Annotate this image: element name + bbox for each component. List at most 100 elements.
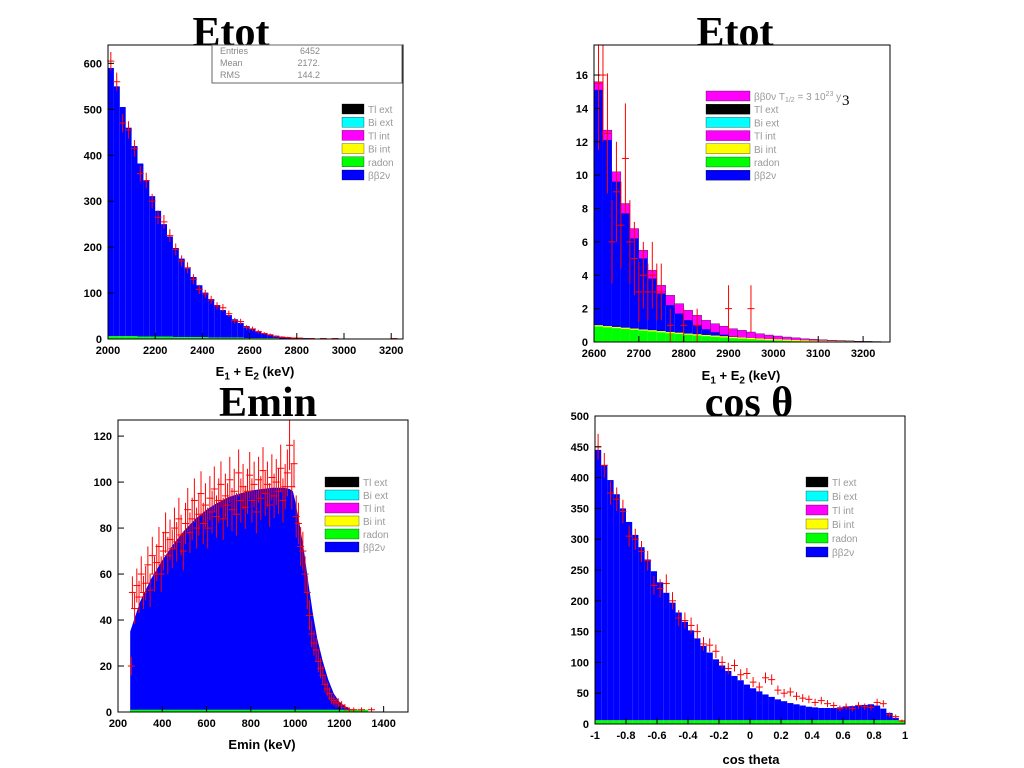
bb2nu-bar <box>710 332 720 336</box>
legend-label-bi_int: Bi int <box>363 517 385 528</box>
legend-label-tl_int: Tl int <box>363 504 385 515</box>
y-tick-label: 0 <box>96 334 102 346</box>
bb2nu-bar <box>793 704 800 721</box>
y-tick-label: 12 <box>576 137 588 149</box>
data-point <box>768 674 776 685</box>
radon-bar <box>688 720 695 724</box>
bb0nu-bar <box>701 320 711 330</box>
bb2nu-bar <box>805 706 812 721</box>
stats-value: 6452 <box>300 46 320 56</box>
data-point <box>341 704 349 711</box>
data-point <box>224 483 232 527</box>
x-tick-label: -1 <box>590 730 600 742</box>
radon-bar <box>743 720 750 724</box>
stats-value: 144.2 <box>297 70 320 80</box>
legend-swatch-tl_ext <box>705 104 751 115</box>
radon-bar <box>611 326 621 342</box>
data-point <box>594 45 602 151</box>
radon-bar <box>843 720 850 724</box>
radon-bar <box>725 720 732 724</box>
data-point <box>662 574 670 593</box>
bb2nu-bar <box>737 680 744 721</box>
data-point <box>824 700 831 708</box>
x-tick-label: 0.8 <box>866 730 881 742</box>
data-point <box>250 461 258 508</box>
data-point <box>358 707 366 712</box>
data-point <box>762 672 769 684</box>
radon-bar <box>208 337 215 339</box>
title-emin: Emin <box>218 380 318 426</box>
data-point <box>666 308 674 342</box>
radon-bar <box>656 331 666 342</box>
data-point <box>179 531 187 571</box>
legend-swatch-tl_int <box>805 504 829 516</box>
data-point <box>286 420 294 471</box>
x-tick-label: 600 <box>197 718 215 730</box>
bb2nu-bar <box>719 334 729 337</box>
data-point <box>700 637 707 651</box>
data-point <box>600 452 608 478</box>
bb2nu-bar <box>155 210 162 337</box>
radon-bar <box>768 720 775 724</box>
radon-bar <box>231 337 238 339</box>
data-point <box>231 317 239 324</box>
x-tick-label: 2600 <box>237 345 261 357</box>
radon-bar <box>836 720 843 724</box>
data-point <box>184 488 192 532</box>
radon-bar <box>137 336 144 339</box>
y-tick-label: 250 <box>571 565 589 577</box>
data-point <box>731 659 738 672</box>
data-point <box>626 200 634 284</box>
legend-swatch-radon <box>324 528 360 540</box>
radon-bar <box>694 720 701 724</box>
legend-label-radon: radon <box>754 158 780 169</box>
radon-bar <box>626 720 633 724</box>
data-point <box>780 688 788 698</box>
radon-bar <box>700 720 707 724</box>
data-point <box>130 140 138 157</box>
data-point <box>197 471 205 516</box>
data-point <box>299 531 307 571</box>
radon-bar <box>674 332 684 342</box>
data-point <box>607 481 614 505</box>
data-point <box>207 295 215 305</box>
data-point <box>811 698 819 707</box>
bb0nu-bar <box>737 330 747 338</box>
data-point <box>892 714 900 719</box>
radon-bar <box>812 720 819 724</box>
bb0nu-bar <box>665 295 675 306</box>
data-point <box>237 318 245 325</box>
data-point <box>232 492 240 536</box>
radon-bar <box>710 335 720 342</box>
radon-bar <box>184 337 191 339</box>
radon-bar <box>787 720 794 724</box>
radon-bar <box>113 336 120 339</box>
data-point <box>217 461 225 508</box>
bb2nu-bar <box>607 480 614 721</box>
x-tick-label: 2400 <box>190 345 214 357</box>
legend-label-bb2nu: ββ2ν <box>754 171 776 182</box>
bb2nu-bar <box>657 582 664 721</box>
data-point <box>619 499 627 524</box>
stats-value: 2172. <box>297 58 320 68</box>
x-tick-label: 3200 <box>379 345 403 357</box>
legend-label-tl_int: Tl int <box>754 132 776 143</box>
data-point <box>681 612 689 629</box>
bb2nu-bar <box>137 163 144 337</box>
data-point <box>350 707 358 712</box>
bb2nu-bar <box>231 319 238 338</box>
radon-bar <box>855 720 862 724</box>
radon-bar <box>762 720 769 724</box>
radon-bar <box>613 720 620 724</box>
data-point <box>631 528 639 550</box>
bb2nu-bar <box>874 705 881 721</box>
bb2nu-bar <box>694 638 701 721</box>
data-point <box>621 103 629 214</box>
y-tick-label: 50 <box>577 688 589 700</box>
bb2nu-bar <box>632 534 639 721</box>
data-point <box>747 285 755 332</box>
bi-int-bar <box>638 329 648 331</box>
bb2nu-bar <box>768 696 775 721</box>
data-point <box>599 45 607 142</box>
data-point <box>125 121 133 139</box>
